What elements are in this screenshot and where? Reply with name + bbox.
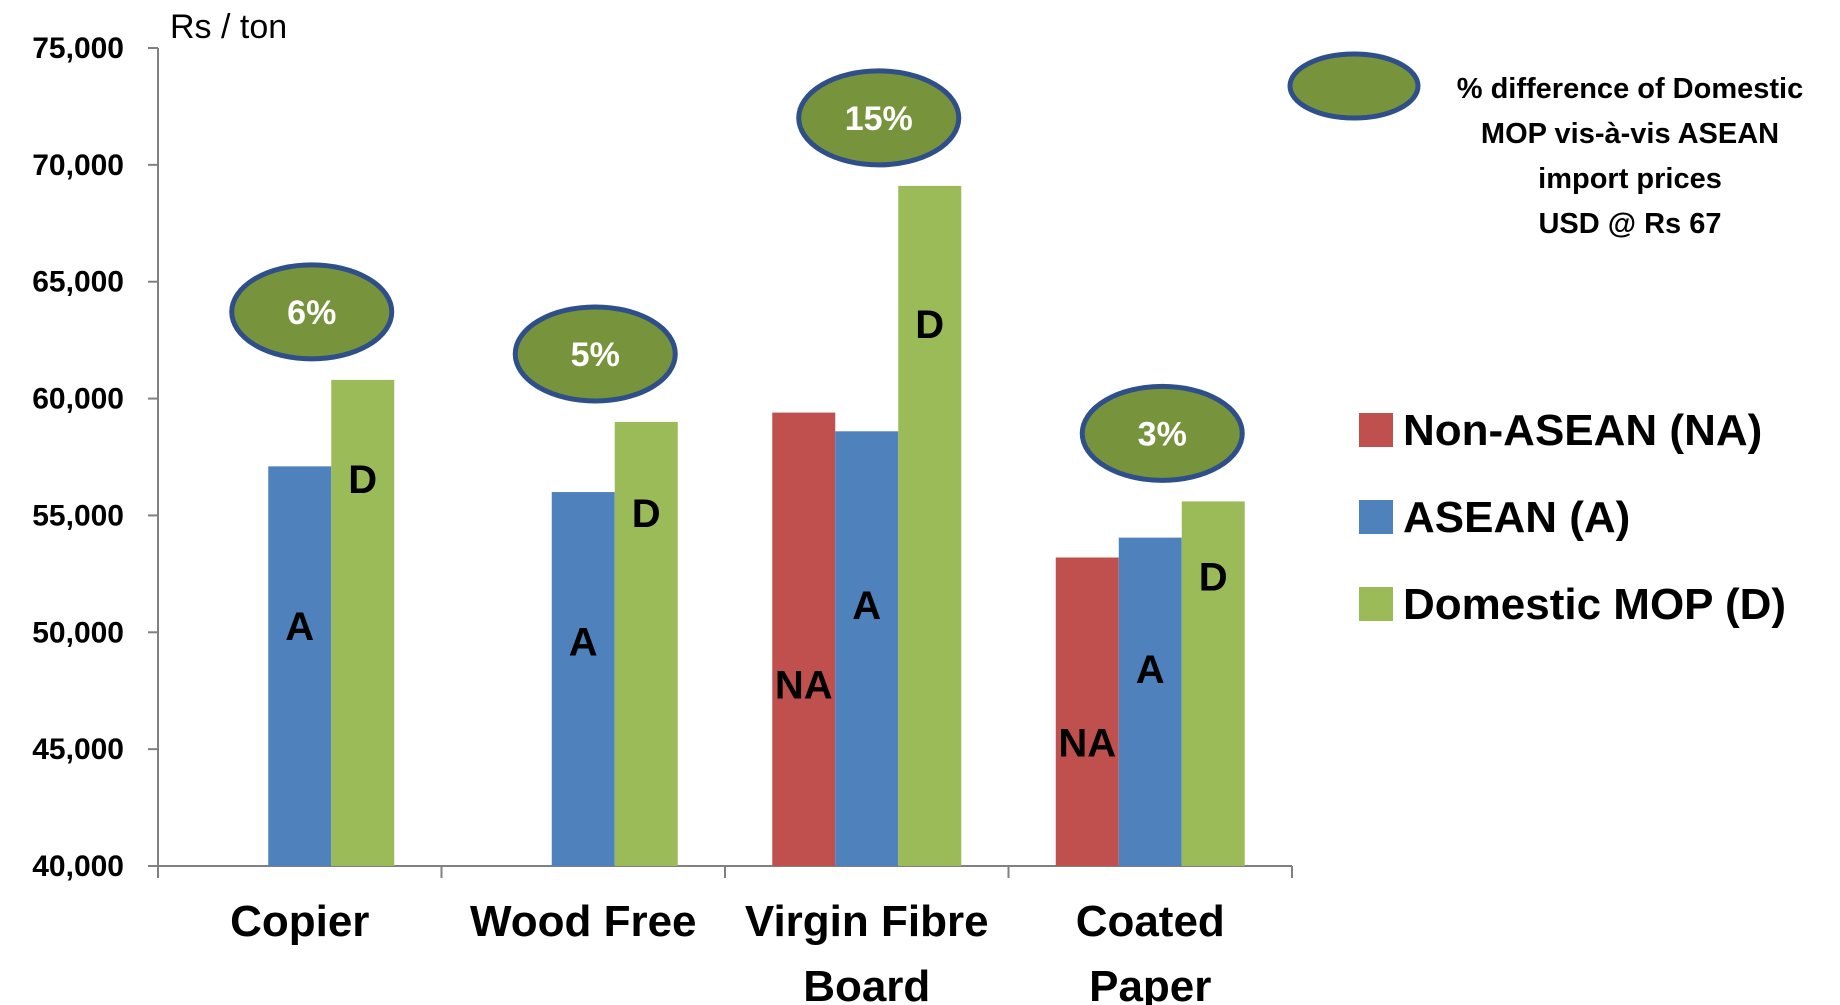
- bar-code-label: A: [852, 584, 881, 628]
- bar-code-label: A: [285, 605, 314, 649]
- bar-d: [331, 380, 394, 866]
- pct-note: % difference of Domestic MOP vis-à-vis AS…: [1290, 54, 1803, 240]
- bar-code-label: A: [569, 621, 598, 665]
- y-tick-label: 60,000: [32, 383, 124, 416]
- category-label: Paper: [1089, 962, 1211, 1005]
- bar-code-label: D: [915, 303, 944, 347]
- bar-code-label: D: [1199, 555, 1228, 599]
- bar-d: [615, 422, 678, 866]
- pct-difference-label: 3%: [1138, 415, 1187, 453]
- y-tick-label: 70,000: [32, 149, 124, 182]
- category-label: Board: [803, 962, 930, 1005]
- category-label: Virgin Fibre: [745, 897, 989, 946]
- pct-difference-label: 15%: [845, 100, 913, 138]
- bar-a: [1119, 538, 1182, 866]
- bar-na: [1056, 557, 1119, 866]
- pct-note-line: MOP vis-à-vis ASEAN: [1481, 118, 1779, 150]
- bar-code-label: NA: [775, 664, 833, 708]
- pct-difference-label: 6%: [287, 294, 336, 332]
- category-label: Wood Free: [470, 897, 697, 946]
- legend-label: Non-ASEAN (NA): [1403, 406, 1762, 455]
- bar-a: [552, 492, 615, 866]
- bar-d: [898, 186, 961, 866]
- bar-code-label: NA: [1058, 722, 1116, 766]
- legend-swatch: [1359, 413, 1393, 447]
- category-label: Coated: [1076, 897, 1225, 946]
- legend: Non-ASEAN (NA) ASEAN (A) Domestic MOP (D): [1359, 406, 1786, 629]
- pct-note-line: USD @ Rs 67: [1538, 208, 1721, 240]
- category-label: Copier: [230, 897, 369, 946]
- bar-code-label: D: [632, 492, 661, 536]
- bar-code-label: D: [348, 458, 377, 502]
- y-tick-label: 75,000: [32, 32, 124, 65]
- legend-ellipse: [1290, 54, 1418, 118]
- y-tick-label: 40,000: [32, 850, 124, 883]
- y-tick-label: 65,000: [32, 266, 124, 299]
- y-tick-label: 55,000: [32, 499, 124, 532]
- bar-a: [268, 466, 331, 866]
- legend-swatch: [1359, 500, 1393, 534]
- pct-note-line: import prices: [1538, 163, 1722, 195]
- pct-note-line: % difference of Domestic: [1457, 73, 1803, 105]
- bar-code-label: A: [1136, 648, 1165, 692]
- y-axis-unit-label: Rs / ton: [170, 8, 287, 46]
- legend-label: Domestic MOP (D): [1403, 580, 1786, 629]
- bar-a: [835, 431, 898, 866]
- pct-difference-label: 5%: [571, 336, 620, 374]
- y-tick-label: 50,000: [32, 616, 124, 649]
- legend-swatch: [1359, 587, 1393, 621]
- y-tick-label: 45,000: [32, 733, 124, 766]
- legend-label: ASEAN (A): [1403, 493, 1630, 542]
- bar-na: [772, 413, 835, 866]
